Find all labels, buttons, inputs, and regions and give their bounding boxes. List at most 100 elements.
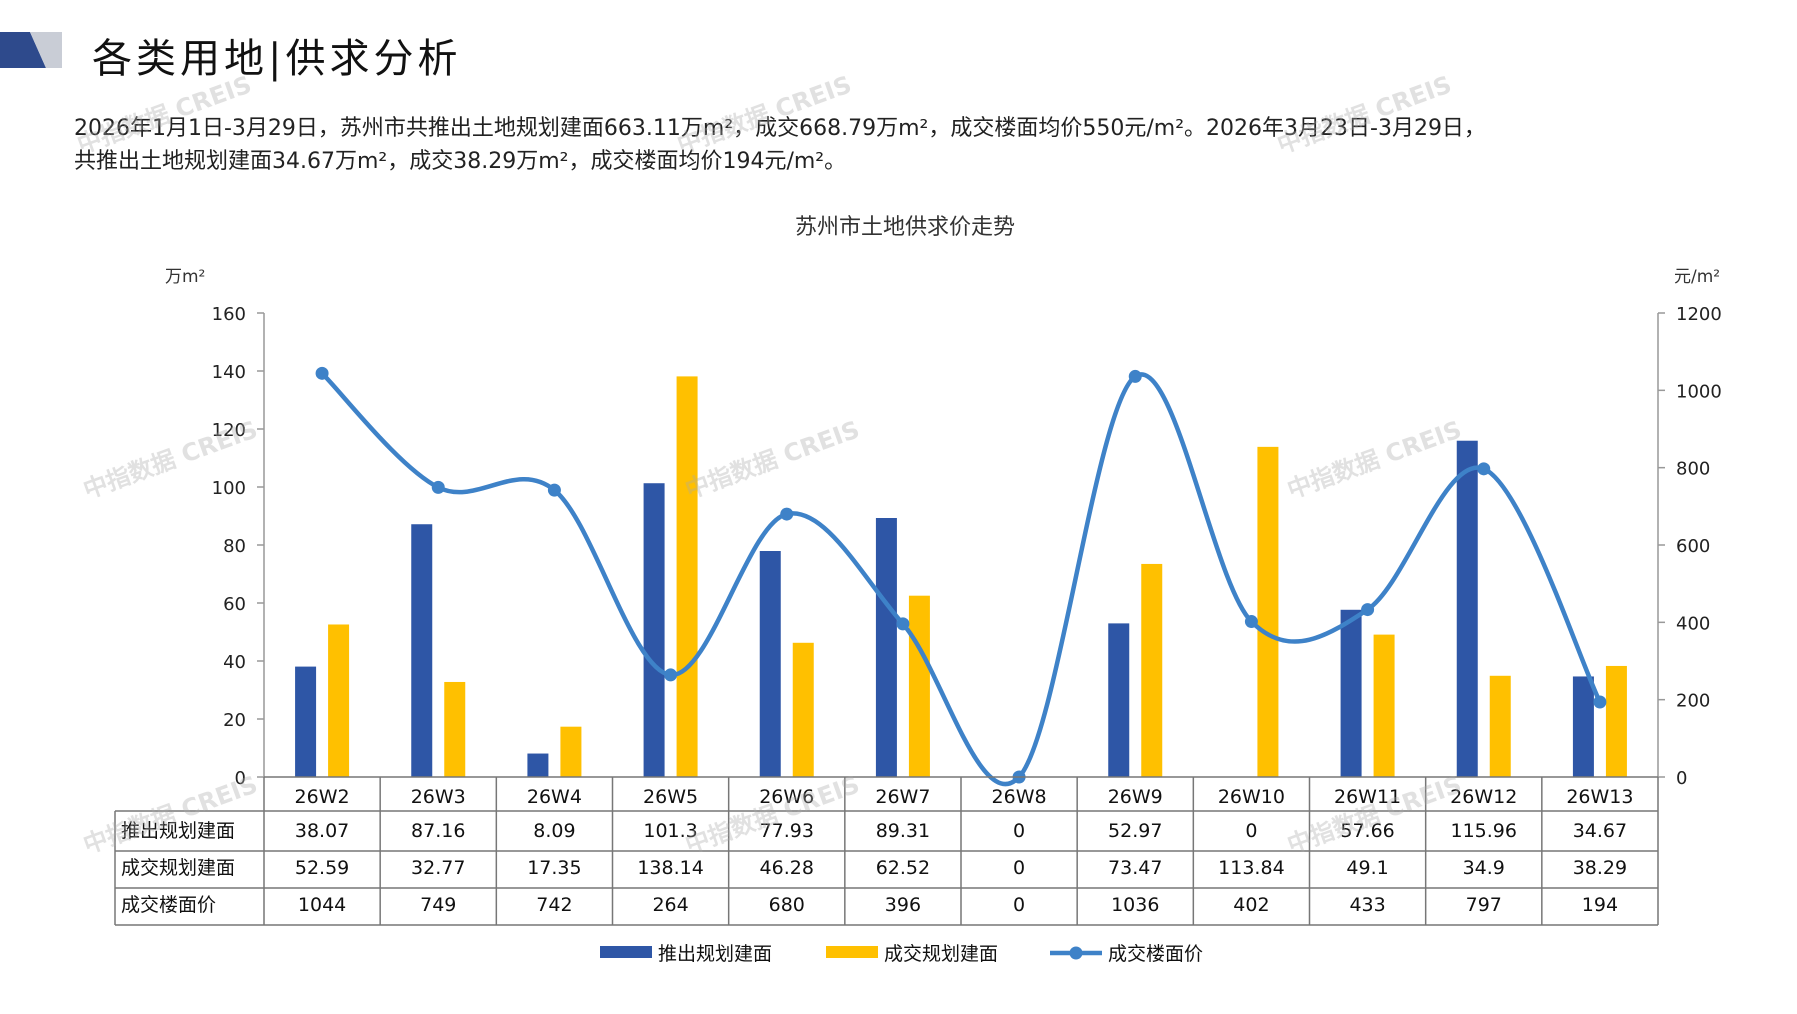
table-cell-value: 115.96 — [1451, 820, 1517, 842]
y-right-unit: 元/m² — [1674, 267, 1720, 287]
bar-supply-26W4 — [527, 753, 549, 777]
table-cell-value: 101.3 — [643, 820, 697, 842]
table-cell-value: 0 — [1013, 894, 1025, 916]
summary-line-1: 2026年1月1日-3月29日，苏州市共推出土地规划建面663.11万m²，成交… — [74, 116, 1486, 141]
table-cell-value: 52.59 — [295, 857, 349, 879]
x-tick-label: 26W4 — [527, 786, 582, 808]
table-cell-value: 77.93 — [760, 820, 814, 842]
x-tick-label: 26W7 — [875, 786, 930, 808]
y-right-tick-label: 800 — [1676, 459, 1710, 480]
legend-swatch-point — [1069, 946, 1083, 960]
table-cell-value: 62.52 — [876, 857, 930, 879]
table-cell-value: 32.77 — [411, 857, 465, 879]
bar-deal-26W12 — [1489, 675, 1511, 777]
bar-supply-26W2 — [295, 666, 317, 777]
x-tick-label: 26W10 — [1218, 786, 1285, 808]
y-right-tick-label: 600 — [1676, 536, 1710, 557]
x-tick-label: 26W5 — [643, 786, 698, 808]
y-right-tick-label: 400 — [1676, 613, 1710, 634]
y-left-tick-label: 0 — [235, 768, 246, 789]
table-cell-value: 138.14 — [637, 857, 703, 879]
line-price — [319, 371, 1603, 787]
y-left-tick-label: 120 — [212, 420, 246, 441]
y-left-tick-label: 160 — [212, 304, 246, 325]
bar-supply-26W11 — [1340, 609, 1362, 777]
point-price-26W6 — [780, 507, 794, 521]
bar-supply-26W13 — [1572, 676, 1594, 777]
x-tick-label: 26W3 — [411, 786, 466, 808]
table-cell-value: 0 — [1013, 857, 1025, 879]
point-price-26W3 — [431, 480, 445, 494]
chart-title: 苏州市土地供求价走势 — [795, 215, 1015, 240]
table-cell-value: 1036 — [1111, 894, 1159, 916]
legend-label-2: 成交规划建面 — [884, 943, 998, 965]
bar-supply-26W3 — [411, 524, 433, 777]
bar-deal-26W11 — [1373, 634, 1395, 777]
y-left-tick-label: 100 — [212, 478, 246, 499]
point-price-26W5 — [664, 668, 678, 682]
legend-swatch-2 — [826, 946, 878, 958]
table-cell-value: 797 — [1466, 894, 1502, 916]
table-cell-value: 46.28 — [760, 857, 814, 879]
table-cell-value: 0 — [1013, 820, 1025, 842]
table-cell-value: 17.35 — [527, 857, 581, 879]
bar-deal-26W4 — [560, 726, 582, 777]
y-right-tick-label: 0 — [1676, 768, 1687, 789]
table-cell-value: 87.16 — [411, 820, 465, 842]
x-tick-label: 26W8 — [992, 786, 1047, 808]
table-cell-value: 396 — [885, 894, 921, 916]
x-tick-label: 26W13 — [1566, 786, 1633, 808]
table-cell-value: 34.67 — [1573, 820, 1627, 842]
table-cell-value: 264 — [652, 894, 688, 916]
point-price-26W9 — [1128, 369, 1142, 383]
y-right-tick-label: 200 — [1676, 691, 1710, 712]
table-cell-value: 742 — [536, 894, 572, 916]
y-left-unit: 万m² — [165, 267, 205, 287]
x-tick-label: 26W2 — [295, 786, 350, 808]
table-cell-value: 749 — [420, 894, 456, 916]
summary-text: 2026年1月1日-3月29日，苏州市共推出土地规划建面663.11万m²，成交… — [74, 112, 1754, 178]
bar-deal-26W10 — [1257, 446, 1279, 777]
page-header: 各类用地|供求分析 — [0, 22, 1797, 82]
y-left-tick-label: 140 — [212, 362, 246, 383]
point-price-26W4 — [547, 483, 561, 497]
bar-deal-26W3 — [444, 681, 466, 777]
table-cell-value: 194 — [1582, 894, 1618, 916]
point-price-26W7 — [896, 617, 910, 631]
x-tick-label: 26W12 — [1450, 786, 1517, 808]
table-row-label: 推出规划建面 — [121, 820, 235, 842]
legend-label-1: 推出规划建面 — [658, 943, 772, 965]
x-tick-label: 26W9 — [1108, 786, 1163, 808]
y-left-tick-label: 40 — [223, 652, 246, 673]
point-price-26W12 — [1477, 462, 1491, 476]
bar-supply-26W6 — [759, 551, 781, 777]
header-logo-shape — [0, 32, 62, 68]
bar-deal-26W9 — [1141, 563, 1163, 777]
table-cell-value: 113.84 — [1218, 857, 1284, 879]
table-cell-value: 38.29 — [1573, 857, 1627, 879]
table-cell-value: 402 — [1233, 894, 1269, 916]
table-cell-value: 1044 — [298, 894, 346, 916]
table-cell-value: 8.09 — [533, 820, 575, 842]
legend-label-3: 成交楼面价 — [1108, 943, 1203, 965]
bar-deal-26W2 — [328, 624, 350, 777]
table-row-label: 成交规划建面 — [121, 857, 235, 879]
table-cell-value: 38.07 — [295, 820, 349, 842]
table-cell-value: 57.66 — [1340, 820, 1394, 842]
bar-deal-26W7 — [908, 595, 930, 777]
point-price-26W11 — [1361, 603, 1375, 617]
y-left-tick-label: 20 — [223, 710, 246, 731]
legend-swatch-1 — [600, 946, 652, 958]
y-right-tick-label: 1000 — [1676, 381, 1722, 402]
bar-supply-26W12 — [1456, 440, 1478, 777]
table-row-label: 成交楼面价 — [121, 894, 216, 916]
page-title: 各类用地|供求分析 — [92, 36, 462, 82]
table-cell-value: 52.97 — [1108, 820, 1162, 842]
bar-supply-26W9 — [1108, 623, 1130, 777]
x-tick-label: 26W6 — [759, 786, 814, 808]
table-cell-value: 680 — [769, 894, 805, 916]
bar-deal-26W13 — [1605, 665, 1627, 777]
point-price-26W2 — [315, 366, 329, 380]
